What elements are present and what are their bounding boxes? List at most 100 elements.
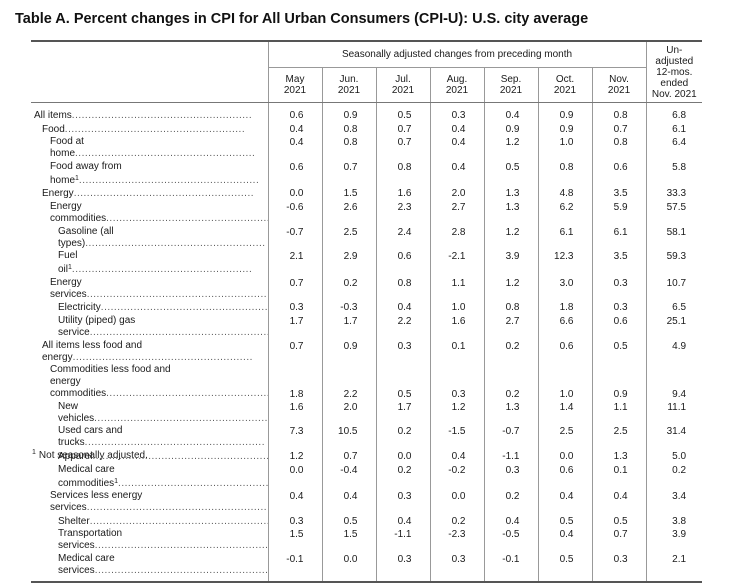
- year-label: 2021: [499, 85, 523, 96]
- row-label: Shelter: [58, 515, 90, 527]
- value-cell: 0.8: [321, 122, 376, 137]
- row-label: New vehicles: [58, 400, 95, 424]
- unadjusted-header: Un- adjusted 12-mos. ended Nov. 2021: [645, 40, 703, 103]
- value-cell: 0.8: [537, 160, 592, 188]
- row-label-cell: Energy commodities......................…: [31, 201, 268, 226]
- value-cell: 0.4: [537, 528, 592, 553]
- row-label-cell: Apparel.................................…: [31, 450, 268, 464]
- row-label-cell: Food away from home1....................…: [31, 161, 268, 188]
- value-cell: 0.6: [537, 463, 592, 491]
- value-cell: 0.4: [267, 490, 322, 515]
- year-label: 2021: [445, 85, 469, 96]
- value-cell: 0.5: [321, 514, 376, 529]
- value-cell: 0.3: [375, 339, 430, 365]
- row-label-cell: Fuel oil1...............................…: [31, 250, 268, 277]
- month-label: Sep.: [500, 74, 522, 85]
- leader-dots: ........................................…: [106, 388, 268, 400]
- leader-dots: ........................................…: [89, 515, 268, 527]
- value-cell: 0.2: [375, 425, 430, 450]
- row-label: Medical care commodities: [58, 463, 115, 489]
- row-label-cell: Medical care commodities1...............…: [31, 464, 268, 491]
- table-row: Fuel oil1...............................…: [31, 250, 703, 277]
- value-cell: 1.7: [267, 314, 322, 340]
- value-cell: 0.3: [375, 490, 430, 515]
- footnote-ref: 1: [68, 264, 72, 272]
- value-cell: 1.0: [537, 364, 592, 401]
- value-cell: 6.2: [537, 200, 592, 226]
- table-row: Energy..................................…: [31, 187, 703, 201]
- leader-dots: ........................................…: [75, 148, 256, 160]
- value-cell: 33.3: [645, 187, 703, 201]
- value-cell: 1.2: [483, 136, 538, 161]
- value-cell: -0.3: [321, 301, 376, 315]
- value-cell: 0.8: [321, 136, 376, 161]
- value-cell: -1.1: [375, 528, 430, 553]
- value-cell: -0.7: [267, 225, 322, 251]
- value-cell: 2.7: [483, 314, 538, 340]
- value-cell: 6.4: [645, 136, 703, 161]
- row-label: Utility (piped) gas service: [58, 314, 136, 338]
- value-cell: 0.4: [375, 301, 430, 315]
- value-cell: -1.5: [429, 425, 484, 450]
- footnote-ref: 1: [75, 174, 79, 182]
- value-cell: 0.8: [591, 102, 647, 123]
- table-row: Energy commodities......................…: [31, 200, 703, 226]
- leader-dots: ........................................…: [89, 326, 268, 338]
- value-cell: 3.5: [591, 187, 647, 201]
- leader-dots: ........................................…: [106, 212, 268, 224]
- value-cell: 0.2: [645, 463, 703, 491]
- value-cell: 1.0: [537, 136, 592, 161]
- footnote-marker: 1: [32, 449, 36, 456]
- row-label: Energy services: [50, 276, 87, 300]
- seasonal-group-header: Seasonally adjusted changes from precedi…: [267, 40, 647, 68]
- value-cell: 2.1: [267, 250, 322, 277]
- leader-dots: ........................................…: [71, 110, 253, 121]
- value-cell: 0.3: [429, 102, 484, 123]
- value-cell: 1.2: [483, 276, 538, 302]
- leader-dots: ........................................…: [85, 237, 266, 249]
- month-header-2: Jul. 2021: [375, 67, 430, 103]
- month-label: Aug.: [446, 74, 468, 85]
- year-label: 2021: [283, 85, 307, 96]
- value-cell: 58.1: [645, 225, 703, 251]
- table-row: Food....................................…: [31, 122, 703, 137]
- value-cell: 57.5: [645, 200, 703, 226]
- value-cell: 6.5: [645, 301, 703, 315]
- value-cell: -0.2: [429, 463, 484, 491]
- value-cell: -0.5: [483, 528, 538, 553]
- value-cell: 0.4: [429, 122, 484, 137]
- year-label: 2021: [553, 85, 577, 96]
- value-cell: 1.2: [429, 400, 484, 426]
- value-cell: 25.1: [645, 314, 703, 340]
- value-cell: 4.8: [537, 187, 592, 201]
- value-cell: 0.2: [483, 364, 538, 401]
- value-cell: 0.3: [429, 364, 484, 401]
- value-cell: -2.3: [429, 528, 484, 553]
- value-cell: 2.6: [321, 200, 376, 226]
- value-cell: 0.3: [591, 276, 647, 302]
- value-cell: 0.8: [483, 301, 538, 315]
- value-cell: 10.5: [321, 425, 376, 450]
- value-cell: 0.6: [375, 250, 430, 277]
- row-label-cell: Transportation services.................…: [31, 528, 268, 553]
- table-row: Transportation services.................…: [31, 528, 703, 553]
- month-header-5: Oct. 2021: [537, 67, 592, 103]
- leader-dots: ........................................…: [86, 502, 267, 514]
- value-cell: 1.5: [321, 187, 376, 201]
- table-row: All items less food and energy..........…: [31, 339, 703, 365]
- leader-dots: ........................................…: [71, 264, 253, 276]
- value-cell: 0.5: [537, 514, 592, 529]
- value-cell: 0.9: [537, 122, 592, 137]
- value-cell: 6.6: [537, 314, 592, 340]
- year-label: 2021: [391, 85, 415, 96]
- value-cell: 0.8: [591, 136, 647, 161]
- value-cell: 0.2: [483, 339, 538, 365]
- value-cell: 2.9: [321, 250, 376, 277]
- value-cell: 0.9: [591, 364, 647, 401]
- value-cell: 3.8: [645, 514, 703, 529]
- value-cell: 31.4: [645, 425, 703, 450]
- value-cell: 6.1: [591, 225, 647, 251]
- value-cell: 1.3: [483, 187, 538, 201]
- row-label-cell: All items less food and energy..........…: [31, 340, 268, 365]
- value-cell: 1.1: [591, 400, 647, 426]
